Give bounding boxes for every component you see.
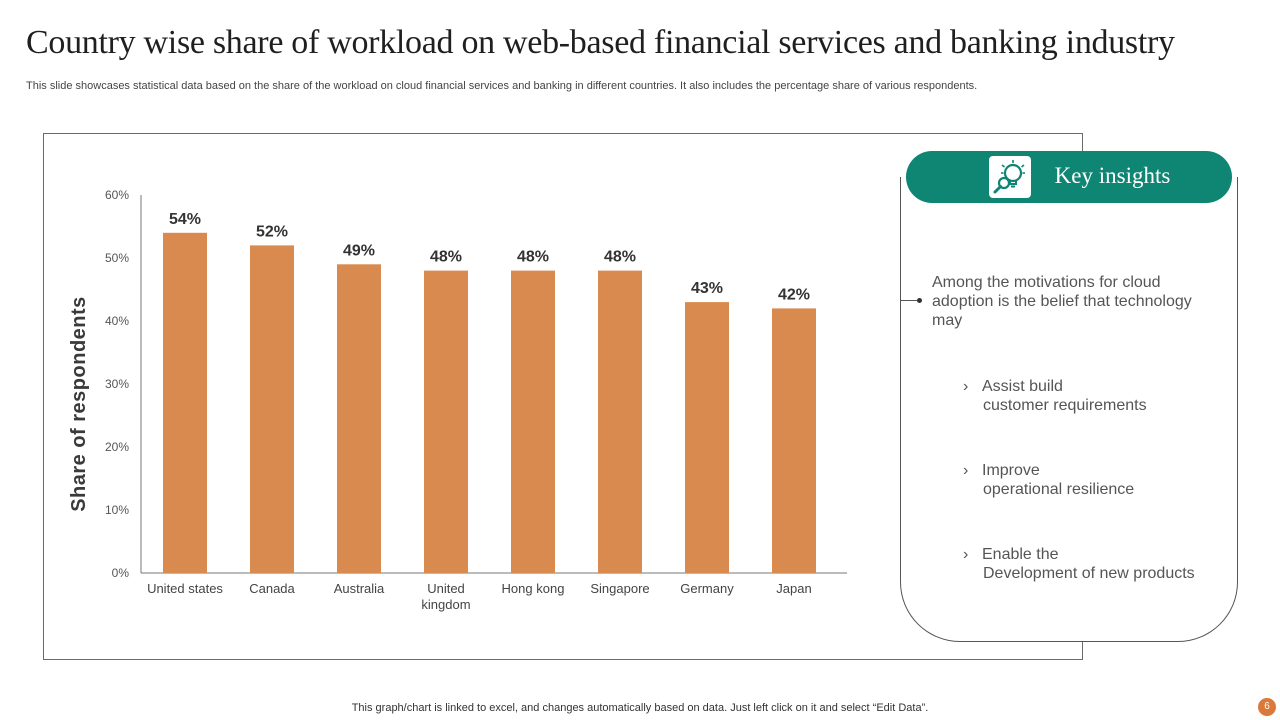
page-number-badge: 6 — [1258, 698, 1276, 716]
bar — [511, 270, 555, 573]
page-title: Country wise share of workload on web-ba… — [26, 24, 1175, 61]
y-tick-label: 30% — [105, 377, 129, 391]
chevron-right-icon: › — [963, 462, 969, 479]
data-label: 43% — [691, 280, 723, 297]
lightbulb-search-icon — [989, 156, 1031, 198]
key-insights-title: Key insights — [1054, 163, 1171, 188]
x-tick-label: Hong kong — [502, 581, 565, 596]
bar — [685, 302, 729, 573]
y-tick-label: 50% — [105, 251, 129, 265]
data-label: 42% — [778, 286, 810, 303]
bar — [163, 232, 207, 574]
x-tick-label: Australia — [334, 581, 385, 596]
bar — [337, 264, 381, 573]
x-tick-label: United kingdom — [421, 581, 470, 612]
insight-point-line1: Enable the — [982, 546, 1059, 563]
bar — [424, 270, 468, 573]
y-tick-label: 20% — [105, 440, 129, 454]
insight-point: › Enable the Development of new products — [963, 545, 1223, 583]
y-axis-title: Share of respondents — [68, 296, 90, 512]
data-label: 48% — [517, 249, 549, 266]
y-tick-label: 10% — [105, 503, 129, 517]
y-tick-label: 60% — [105, 188, 129, 202]
x-tick-label: Singapore — [590, 581, 649, 596]
insight-point: › Assist build customer requirements — [963, 377, 1223, 415]
data-label: 52% — [256, 223, 288, 240]
insight-point-line2: operational resilience — [983, 481, 1135, 498]
insight-intro: Among the motivations for cloud adoption… — [932, 274, 1192, 329]
insight-point-line2: Development of new products — [983, 565, 1195, 582]
y-tick-label: 0% — [112, 566, 130, 580]
data-label: 49% — [343, 242, 375, 259]
bar-chart[interactable]: 0% 10% 20% 30% 40% 50% 60% Share of respondents… — [44, 134, 1082, 659]
connector-dot — [917, 298, 922, 303]
chevron-right-icon: › — [963, 378, 969, 395]
x-tick-label: Germany — [680, 581, 734, 596]
x-tick-label: United states — [147, 581, 223, 596]
y-tick-label: 40% — [105, 314, 129, 328]
data-label: 48% — [604, 249, 636, 266]
footer-note: This graph/chart is linked to excel, and… — [351, 702, 929, 714]
insight-point-line1: Assist build — [982, 378, 1063, 395]
data-label: 48% — [430, 249, 462, 266]
connector-line — [900, 300, 920, 301]
insight-point-line1: Improve — [982, 462, 1040, 479]
insight-point: › Improve operational resilience — [963, 461, 1223, 499]
bar — [250, 245, 294, 573]
bar — [598, 270, 642, 573]
key-insights-card — [900, 177, 1238, 642]
x-tick-label: Japan — [776, 581, 811, 596]
x-tick-label: Canada — [249, 581, 295, 596]
data-label: 54% — [169, 211, 201, 228]
insight-point-line2: customer requirements — [983, 397, 1147, 414]
key-insights-header — [906, 151, 1232, 203]
chevron-right-icon: › — [963, 546, 969, 563]
bar — [772, 308, 816, 573]
page-subtitle: This slide showcases statistical data ba… — [26, 80, 978, 92]
